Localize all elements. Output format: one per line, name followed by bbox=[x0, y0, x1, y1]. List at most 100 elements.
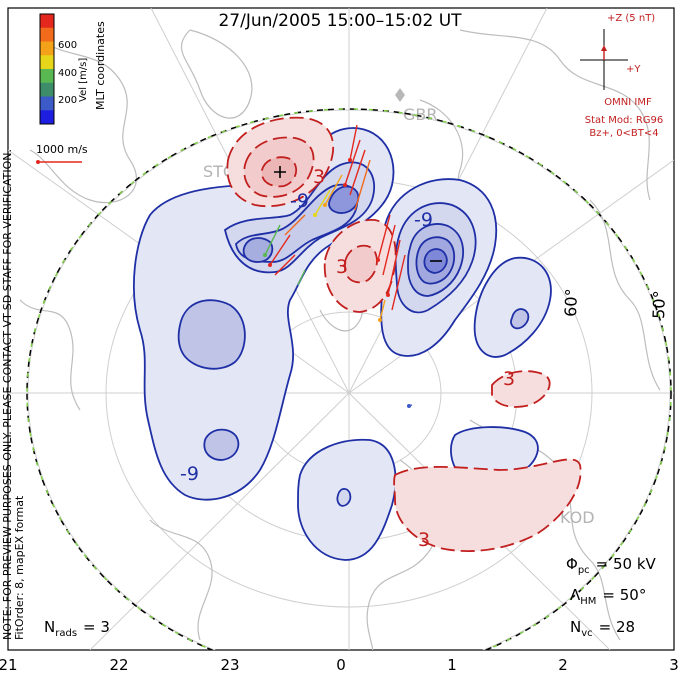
imf-indicator: +Z (5 nT) +Y OMNI IMF Stat Mod: RG96 Bz+… bbox=[580, 13, 663, 139]
contour-label: 3 bbox=[503, 368, 515, 390]
contour-label: -9 bbox=[290, 190, 309, 212]
lat-label-50: 50° bbox=[649, 290, 669, 319]
pos-cell-center-core bbox=[344, 244, 378, 284]
color-scale-tick-200: 200 bbox=[58, 95, 77, 106]
vector-origin bbox=[386, 293, 390, 297]
vector bbox=[349, 149, 366, 196]
mlt-tick-label: 2 bbox=[558, 656, 568, 674]
imf-model-1: Stat Mod: RG96 bbox=[585, 115, 664, 126]
station-gbr-marker bbox=[395, 88, 405, 102]
nrads-readout: Nrads = 3 bbox=[44, 618, 110, 639]
mlt-tick-label: 21 bbox=[0, 656, 18, 674]
hmb-symbol: Λ bbox=[570, 586, 581, 604]
fit-order-note: FitOrder: 8, mapEX format bbox=[13, 495, 26, 640]
pos-cell-south bbox=[393, 458, 582, 553]
vector bbox=[354, 159, 371, 211]
color-scale-swatch bbox=[40, 55, 54, 70]
vector-origin bbox=[323, 203, 327, 207]
vector bbox=[349, 124, 358, 161]
negative-potential-cells bbox=[133, 127, 552, 561]
hmb-boundary bbox=[26, 108, 672, 650]
station-gbr-label: GBR bbox=[403, 105, 438, 124]
cpcp-value: = 50 kV bbox=[596, 555, 657, 573]
coord-system-label: MLT coordinates bbox=[94, 21, 107, 110]
color-scale-swatch bbox=[40, 96, 54, 111]
velocity-color-scale: 600 400 200 Vel [m/s] bbox=[39, 13, 89, 125]
mlt-tick-label: 3 bbox=[669, 656, 679, 674]
vector bbox=[391, 254, 406, 311]
vector-origin bbox=[313, 213, 317, 217]
contour-label: -9 bbox=[414, 209, 433, 231]
nvc-readout: Nvc = 28 bbox=[570, 618, 635, 639]
color-scale-swatch bbox=[40, 69, 54, 84]
nvc-value: = 28 bbox=[599, 618, 635, 636]
dusk-cell-sub3 bbox=[203, 428, 240, 461]
vector bbox=[274, 254, 296, 276]
contour-label: 3 bbox=[313, 166, 325, 188]
max-potential-marker bbox=[274, 166, 286, 178]
night-cell-1-core bbox=[336, 487, 352, 507]
contour-label: 3 bbox=[336, 256, 348, 278]
hmb-value: = 50° bbox=[602, 586, 646, 604]
reference-vector: 1000 m/s bbox=[36, 143, 88, 164]
positive-potential-cells bbox=[226, 116, 582, 553]
vector bbox=[297, 269, 306, 286]
reference-vector-label: 1000 m/s bbox=[36, 143, 88, 156]
mlt-axis: 21 22 23 0 1 2 3 bbox=[0, 656, 679, 674]
hmb-subscript: HM bbox=[580, 596, 596, 607]
vector bbox=[382, 224, 396, 276]
mlt-tick-label: 1 bbox=[447, 656, 457, 674]
vector bbox=[377, 214, 391, 261]
plot-title: 27/Jun/2005 15:00–15:02 UT bbox=[218, 11, 462, 31]
contour-label: 3 bbox=[418, 529, 430, 551]
color-scale-swatch bbox=[40, 110, 54, 125]
velocity-vectors bbox=[264, 124, 413, 407]
imf-scale-label: +Z (5 nT) bbox=[607, 13, 655, 24]
vector bbox=[344, 139, 361, 186]
vector-origin bbox=[376, 258, 380, 262]
lat-label-60: 60° bbox=[561, 288, 581, 317]
imf-y-label: +Y bbox=[626, 64, 641, 75]
vector bbox=[314, 189, 331, 216]
color-scale-swatch bbox=[40, 27, 54, 42]
vector bbox=[264, 224, 281, 256]
mlt-tick-label: 0 bbox=[336, 656, 346, 674]
nvc-symbol: N bbox=[570, 618, 581, 636]
vector bbox=[387, 239, 401, 296]
imf-title: OMNI IMF bbox=[604, 97, 652, 108]
color-scale-tick-400: 400 bbox=[58, 68, 77, 79]
dawn-cell-side-core bbox=[510, 308, 530, 330]
vector-origin bbox=[268, 263, 272, 267]
cpcp-readout: Φpc = 50 kV bbox=[566, 555, 657, 576]
nrads-subscript: rads bbox=[55, 628, 77, 639]
color-scale-swatch bbox=[40, 41, 54, 56]
vector-origin bbox=[343, 183, 347, 187]
vector bbox=[324, 174, 343, 206]
vector bbox=[379, 299, 386, 321]
nrads-symbol: N bbox=[44, 618, 55, 636]
vector-origin bbox=[348, 158, 352, 162]
color-scale-swatch bbox=[40, 14, 54, 29]
color-scale-tick-600: 600 bbox=[58, 40, 77, 51]
vector-origin bbox=[407, 404, 411, 408]
vector-origin bbox=[378, 318, 382, 322]
mlt-tick-label: 23 bbox=[220, 656, 239, 674]
station-kod-label: KOD bbox=[560, 508, 595, 527]
vector bbox=[269, 234, 291, 266]
vector-origins bbox=[263, 158, 411, 408]
dusk-cell-sub2 bbox=[177, 299, 246, 370]
contour-label: -9 bbox=[180, 463, 199, 485]
nvc-subscript: vc bbox=[581, 628, 592, 639]
dawn-cell-side bbox=[473, 256, 552, 358]
imf-model-2: Bz+, 0<BT<4 bbox=[589, 128, 658, 139]
mlt-tick-label: 22 bbox=[109, 656, 128, 674]
cpcp-symbol: Φ bbox=[566, 555, 578, 573]
vector bbox=[284, 214, 306, 236]
color-scale-label: Vel [m/s] bbox=[78, 58, 89, 102]
nrads-value: = 3 bbox=[83, 618, 110, 636]
hmb-readout: ΛHM = 50° bbox=[570, 586, 646, 607]
vector-origin bbox=[263, 253, 267, 257]
preview-note: NOTE: FOR PREVIEW PURPOSES ONLY. PLEASE … bbox=[1, 148, 14, 640]
color-scale-swatch bbox=[40, 82, 54, 97]
